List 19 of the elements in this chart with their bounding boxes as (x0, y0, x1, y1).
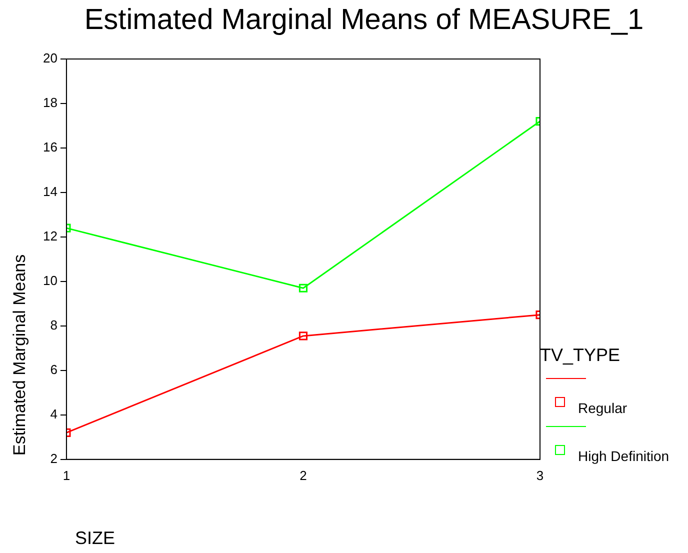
y-tick-label: 16 (42, 140, 58, 155)
x-tick-label: 2 (300, 468, 307, 483)
y-axis-title: Estimated Marginal Means (10, 254, 30, 456)
y-tick-label: 14 (42, 184, 58, 200)
x-tick-label: 1 (62, 468, 70, 483)
chart-title: Estimated Marginal Means of MEASURE_1 (83, 4, 645, 37)
x-axis-title: SIZE (75, 528, 116, 549)
y-tick-label: 6 (50, 362, 58, 377)
y-tick-label: 2 (50, 450, 58, 466)
y-tick-label: 12 (42, 228, 58, 244)
legend-label: High Definition (578, 448, 670, 464)
y-tick-label: 18 (42, 95, 58, 110)
x-tick-label: 3 (536, 468, 544, 483)
legend-label: Regular (578, 400, 628, 416)
y-tick-label: 8 (50, 318, 58, 333)
y-tick-label: 4 (50, 406, 58, 422)
legend-title: TV_TYPE (540, 345, 620, 366)
y-tick-label: 10 (42, 273, 58, 288)
y-tick-label: 20 (42, 50, 58, 66)
